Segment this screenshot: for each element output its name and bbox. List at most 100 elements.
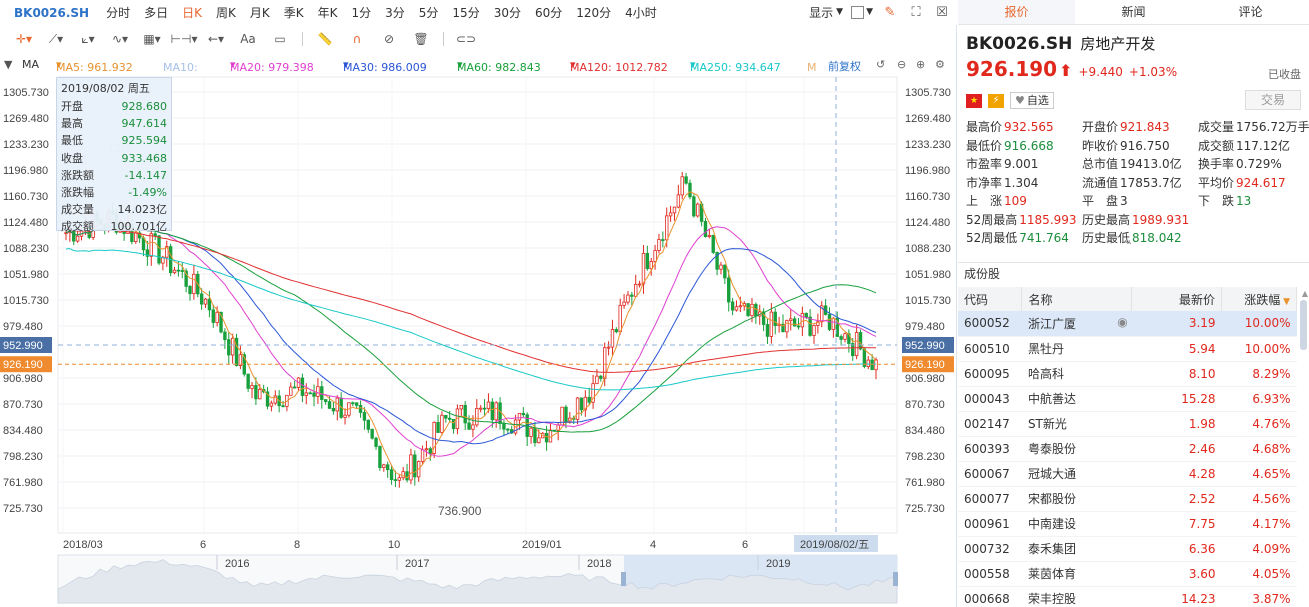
table-row[interactable]: 600095 哈高科 8.10 8.29% (958, 361, 1297, 387)
wave-tool-icon[interactable]: ∿▾ (111, 32, 129, 46)
period-tab[interactable]: 60分 (534, 6, 563, 20)
trash-icon[interactable]: 🗑 (413, 32, 429, 46)
tab-2[interactable]: 评论 (1238, 5, 1263, 19)
candle-body (719, 264, 723, 270)
navigator-label: 2018 (587, 558, 611, 570)
adjust-button[interactable]: 前复权 (828, 60, 861, 73)
tab-1[interactable]: 新闻 (1121, 5, 1146, 19)
zoom-out-icon[interactable]: ⊖ (897, 58, 907, 71)
table-cell: 哈高科 (1021, 361, 1132, 387)
zoom-in-icon[interactable]: ⊕ (916, 58, 926, 71)
candle-body (254, 385, 258, 400)
column-header[interactable]: 最新价 (1131, 287, 1223, 311)
ma-item[interactable]: MA5: 961.932 ▾ (56, 58, 133, 74)
candle-body (471, 424, 475, 430)
column-header[interactable]: 涨跌幅 ▼ (1221, 287, 1297, 311)
tab-0[interactable]: 报价 (958, 0, 1075, 24)
tooltip-value: 947.614 (121, 117, 168, 131)
stat-cell: 历史最低 818.042 (1082, 229, 1198, 248)
period-tab[interactable]: 15分 (452, 6, 480, 20)
scrollbar-thumb[interactable] (1300, 300, 1307, 350)
compare-checkbox[interactable]: ▼ (851, 5, 873, 19)
scroll-up-icon[interactable]: ▲ (1301, 289, 1308, 298)
table-row[interactable]: 000558 莱茵体育 3.60 4.05% (958, 561, 1297, 587)
candle-body (750, 303, 754, 317)
lightning-icon[interactable]: ⚡ (988, 93, 1004, 108)
close-icon[interactable]: ☒ (936, 4, 948, 20)
table-row[interactable]: 600052 浙江广厦 ◉ 3.19 10.00% (958, 311, 1297, 337)
tooltip-row: 涨跌幅 -1.49% (57, 184, 171, 201)
add-watchlist-button[interactable]: ♥ 自选 (1010, 92, 1054, 109)
candlestick-chart[interactable]: 1305.730 1305.730 1269.480 1269.480 1233.230… (0, 0, 957, 607)
comment-icon[interactable]: ▭ (274, 32, 286, 46)
trade-button[interactable]: 交易 (1245, 90, 1301, 110)
table-row[interactable]: 600067 冠城大通 4.28 4.65% (958, 461, 1297, 487)
period-tab[interactable]: 4小时 (625, 6, 657, 20)
period-tab[interactable]: 日K (182, 6, 202, 20)
symbol-label[interactable]: BK0026.SH (14, 5, 90, 20)
candle-body (789, 318, 793, 322)
ma-item[interactable]: MA20: 979.398 ▾ (230, 58, 314, 74)
reset-icon[interactable]: ↺ (876, 58, 886, 71)
ray-tool-icon[interactable]: ⟀▾ (81, 31, 95, 46)
period-tab[interactable]: 30分 (493, 6, 521, 20)
period-tab[interactable]: 5分 (418, 6, 439, 20)
period-tab[interactable]: 3分 (385, 6, 405, 20)
candle-body (351, 402, 355, 405)
period-tab[interactable]: 1分 (351, 6, 372, 20)
gear-icon[interactable]: ⚙ (935, 58, 945, 71)
line-tool-icon[interactable]: ⟋▾ (48, 31, 64, 46)
display-menu[interactable]: 显示 ▼ (809, 4, 843, 21)
period-tab[interactable]: 周K (216, 6, 236, 20)
fullscreen-icon[interactable]: ⛶ (911, 4, 921, 20)
ruler-icon[interactable]: 📏 (317, 32, 333, 46)
period-tab[interactable]: 120分 (576, 6, 612, 20)
ma-line (65, 191, 877, 479)
candle-body (420, 449, 425, 462)
hide-icon[interactable]: ⊘ (383, 32, 395, 46)
stats-row: 最高价 932.565 开盘价 921.843 成交量 1756.72万手 (966, 118, 1309, 137)
table-row[interactable]: 000668 荣丰控股 14.23 3.87% (958, 586, 1297, 607)
column-header[interactable]: 代码 (958, 287, 1023, 311)
table-row[interactable]: 000043 中航善达 15.28 6.93% (958, 386, 1297, 412)
text-tool-icon[interactable]: Aa (240, 32, 256, 46)
ma-item[interactable]: MA60: 982.843 ▾ (457, 58, 541, 74)
table-cell: 8.10 (1131, 361, 1222, 387)
grid-tool-icon[interactable]: ▦▾ (143, 32, 161, 46)
ma-item[interactable]: MA120: 1012.782 ▾ (570, 58, 668, 74)
ma-item[interactable]: MA250: 934.647 ▾ (690, 58, 781, 74)
table-row[interactable]: 600393 粤泰股份 2.46 4.68% (958, 436, 1297, 462)
collapse-icon[interactable]: ▼ (4, 58, 13, 71)
magnet-icon[interactable]: ∩ (352, 32, 362, 46)
crosshair-icon[interactable]: ✛▾ (15, 32, 33, 46)
collapse-up-icon[interactable]: ⌃ (1125, 241, 1134, 252)
period-tab[interactable]: 年K (317, 6, 338, 20)
period-tab[interactable]: 季K (283, 6, 304, 20)
sort-desc-icon[interactable]: ▼ (1280, 296, 1290, 307)
period-tab[interactable]: 分时 (106, 6, 131, 20)
period-tab[interactable]: 多日 (144, 6, 169, 20)
candle-body (765, 324, 770, 337)
stat-value: 1.304 (1004, 175, 1039, 190)
y-tick-label-left: 834.480 (3, 425, 43, 437)
tooltip-label: 涨跌幅 (61, 185, 94, 199)
range-tool-icon[interactable]: ⊢⊣▾ (170, 32, 198, 46)
link-icon[interactable]: ⊂⊃ (455, 32, 477, 46)
table-row[interactable]: 600510 黑牡丹 5.94 10.00% (958, 336, 1297, 362)
table-row[interactable]: 000732 泰禾集团 6.36 4.09% (958, 536, 1297, 562)
table-row[interactable]: 600077 宋都股份 2.52 4.56% (958, 486, 1297, 512)
eye-icon[interactable]: ◉ (1117, 314, 1128, 329)
table-row[interactable]: 002147 ST新光 1.98 4.76% (958, 411, 1297, 437)
candle-body (723, 264, 727, 279)
column-header[interactable]: 名称 (1021, 287, 1133, 311)
arrow-tool-icon[interactable]: ←▾ (207, 32, 225, 46)
ma-item[interactable]: MA30: 986.009 ▾ (343, 58, 427, 74)
period-tab[interactable]: 月K (249, 6, 270, 20)
pencil-icon[interactable]: ✎ (884, 4, 896, 20)
candle-body (502, 423, 506, 430)
table-row[interactable]: 000961 中南建设 7.75 4.17% (958, 511, 1297, 537)
candle-body (370, 428, 374, 439)
candle-body (432, 421, 436, 454)
stat-value: 0.729% (1236, 157, 1282, 171)
